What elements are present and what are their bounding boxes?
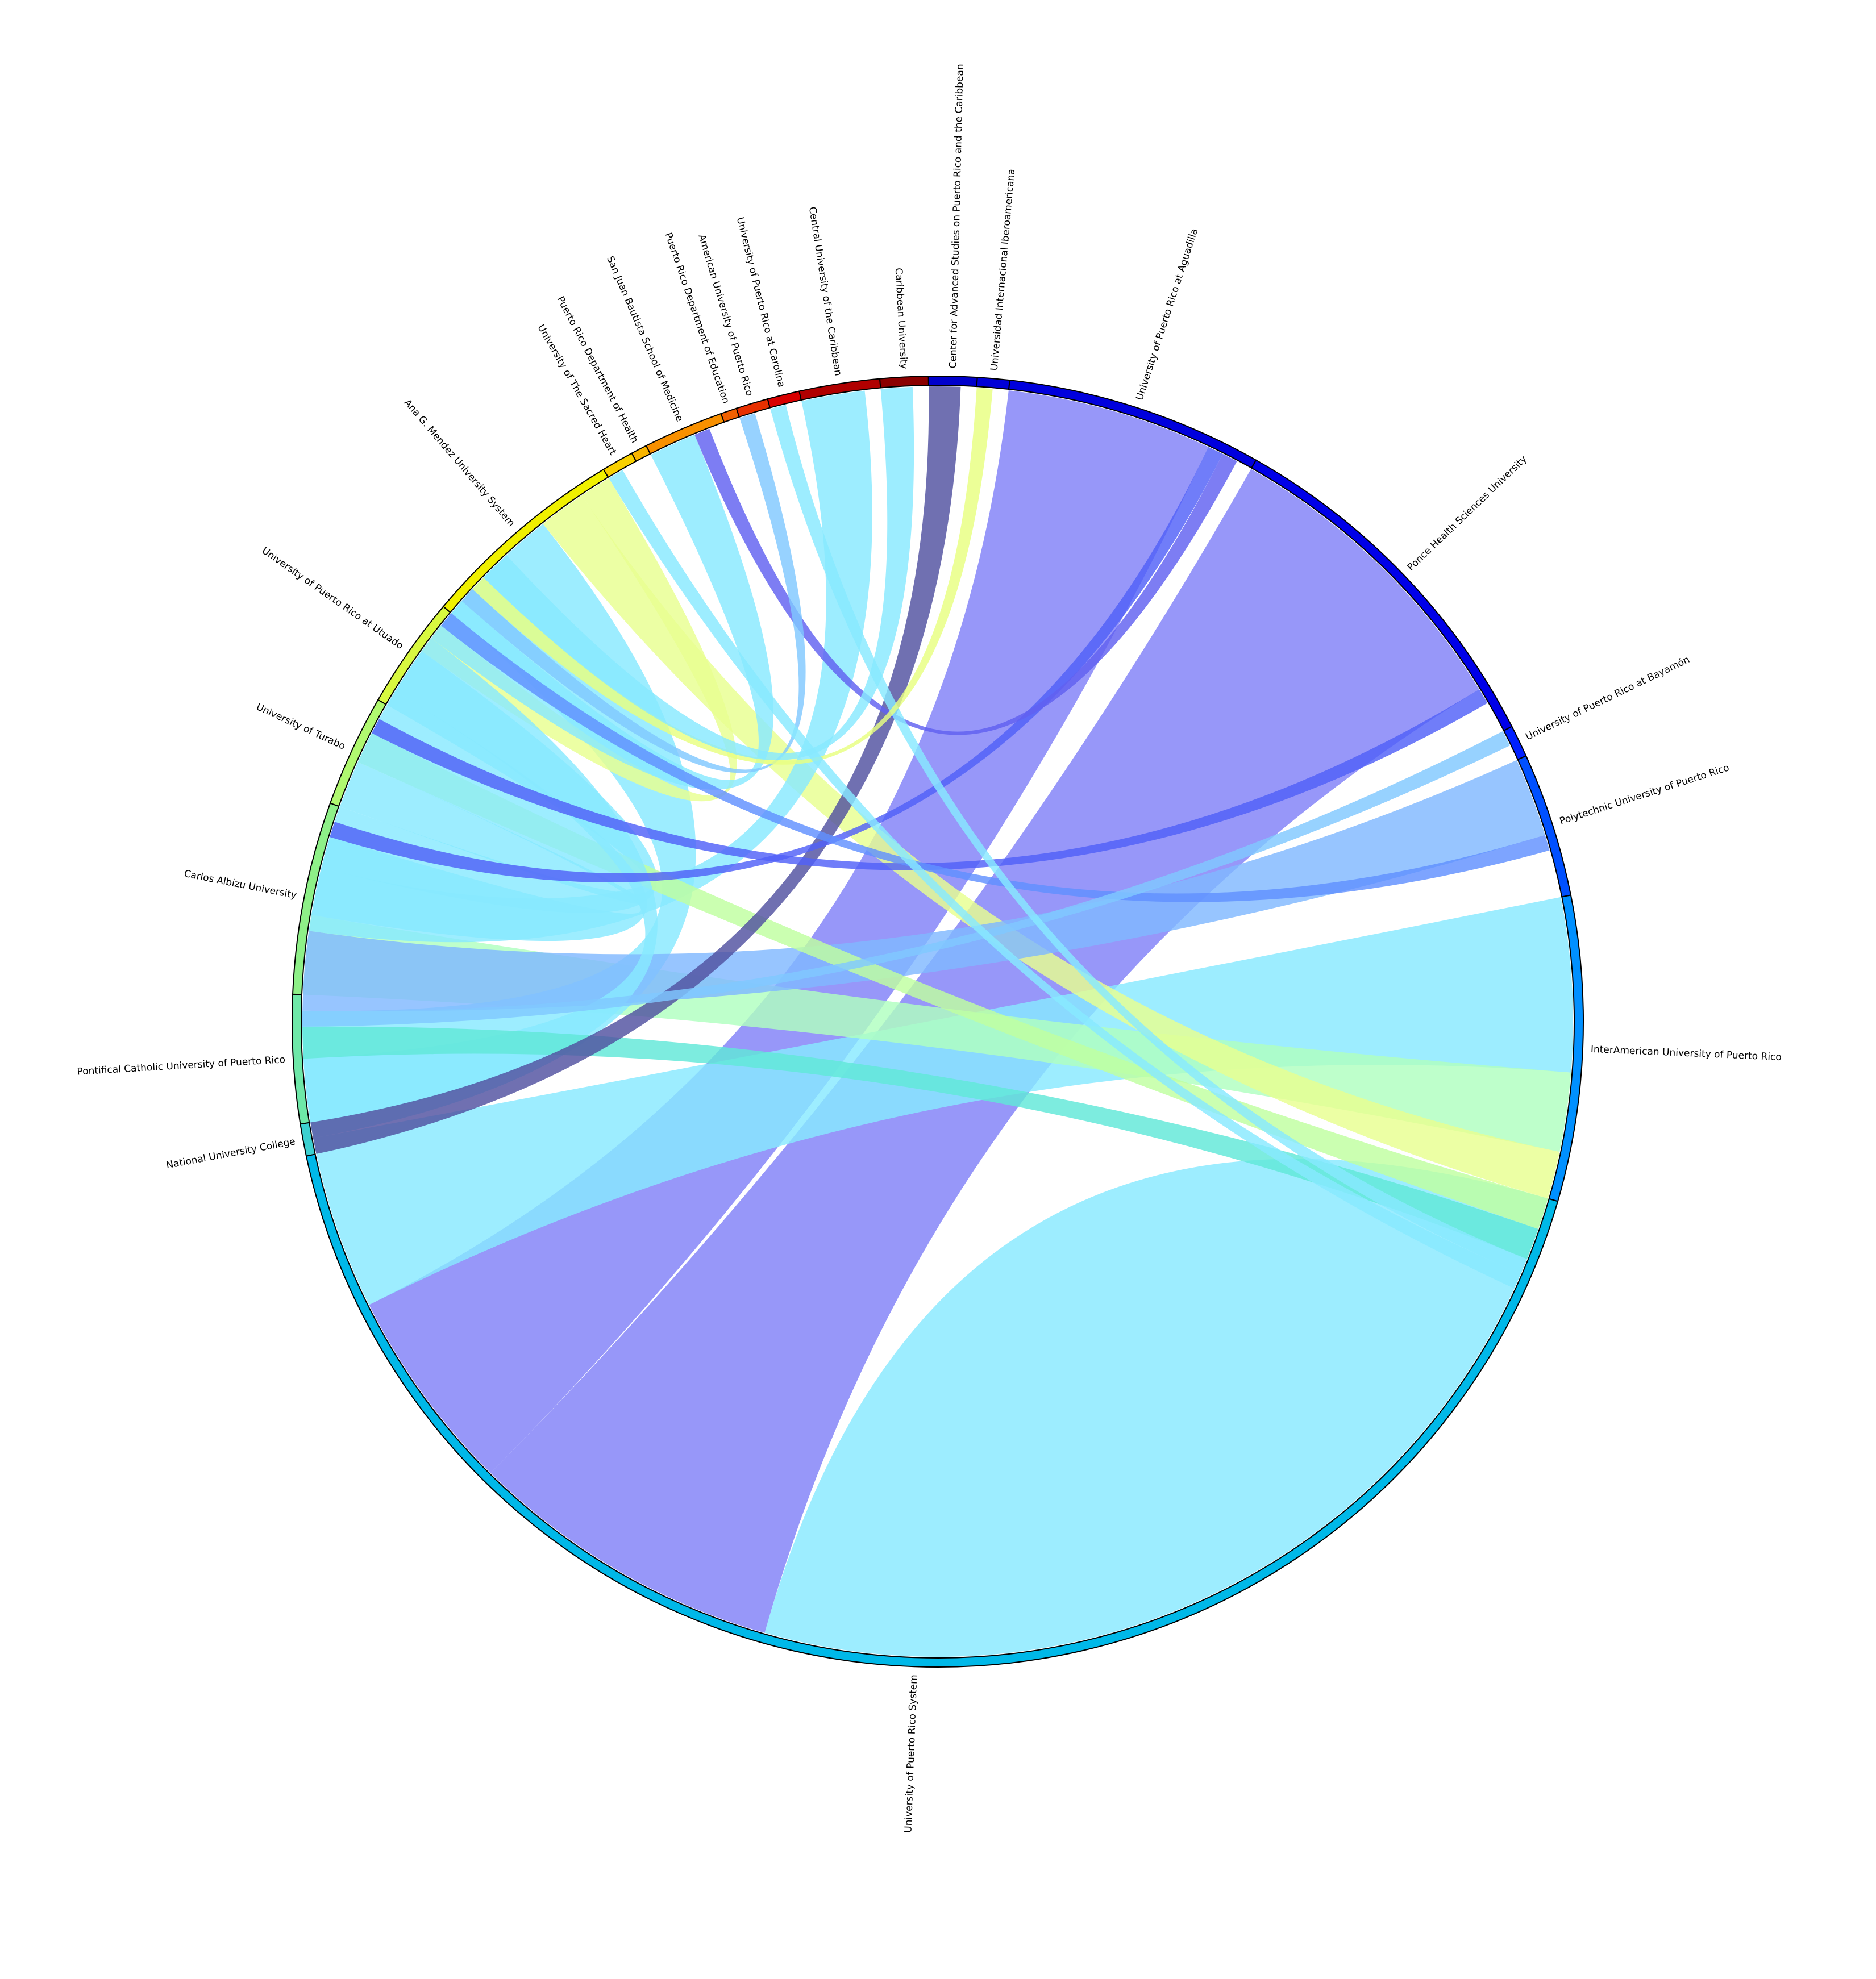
label-ana-g-mendez-university-system: Ana G. Mendez University System [402,397,517,529]
arc-central-university-of-the-caribbean [798,378,881,401]
label-central-university-of-the-caribbean: Central University of the Caribbean [806,206,844,377]
label-pontifical-catholic-university-of-puerto-rico: Pontifical Catholic University of Puerto… [77,1054,286,1077]
ribbon-interamerican-university-of-puerto-rico-to-university-of-puerto-rico-system [313,897,1573,1305]
label-polytechnic-university-of-puerto-rico: Polytechnic University of Puerto Rico [1558,762,1731,827]
ribbon-carlos-albizu-university-to-university-of-puerto-rico-system [311,691,647,941]
ribbon-pontifical-catholic-university-of-puerto-rico-to-university-of-puerto-rico-system [303,638,658,1123]
ribbon-san-juan-bautista-school-of-medicine-to-university-of-puerto-rico-at-aguadilla [694,428,1237,735]
label-caribbean-university: Caribbean University [893,268,909,369]
ribbon-ponce-health-sciences-university-to-university-of-turabo [371,689,1488,870]
label-university-of-puerto-rico-at-bayam-n: University of Puerto Rico at Bayamón [1524,654,1691,743]
label-university-of-puerto-rico-at-utuado: University of Puerto Rico at Utuado [260,545,406,652]
ribbon-polytechnic-university-of-puerto-rico-to-university-of-puerto-rico-system [302,760,1545,1011]
arc-universidad-internacional-iberoamericana [976,377,1010,390]
arcs-layer [292,376,1584,1668]
ribbon-university-of-turabo-to-university-of-puerto-rico-system [339,762,644,905]
label-universidad-internacional-iberoamericana: Universidad Internacional Iberoamericana [989,168,1018,371]
label-university-of-puerto-rico-system: University of Puerto Rico System [902,1674,920,1833]
arc-caribbean-university [879,376,930,389]
ribbon-san-juan-bautista-school-of-medicine-to-university-of-puerto-rico-system [431,435,773,790]
ribbon-polytechnic-university-of-puerto-rico-to-university-of-puerto-rico-at-utuado [440,613,1550,902]
label-university-of-puerto-rico-at-aguadilla: University of Puerto Rico at Aguadilla [1134,227,1200,402]
label-interamerican-university-of-puerto-rico: InterAmerican University of Puerto Rico [1591,1044,1782,1063]
label-center-for-advanced-studies-on-puerto-rico-and-the-caribbean: Center for Advanced Studies on Puerto Ri… [947,64,966,368]
ribbons-layer [302,386,1573,1657]
label-ponce-health-sciences-university: Ponce Health Sciences University [1405,453,1529,573]
label-carlos-albizu-university: Carlos Albizu University [183,868,297,901]
label-national-university-college: National University College [165,1136,297,1171]
ribbon-university-of-turabo-to-interamerican-university-of-puerto-rico [357,733,1548,1230]
ribbon-ana-g-mendez-university-system-to-interamerican-university-of-puerto-rico [543,495,1560,1199]
label-university-of-turabo: University of Turabo [255,701,347,752]
ribbon-pontifical-catholic-university-of-puerto-rico-to-interamerican-university-of-puerto-rico [302,1026,1538,1259]
ribbon-caribbean-university-to-university-of-puerto-rico-system [483,386,914,761]
arc-center-for-advanced-studies-on-puerto-rico-and-the-caribbean [927,376,978,388]
ribbon-university-of-puerto-rico-system-to-university-of-puerto-rico-system [764,1159,1548,1657]
